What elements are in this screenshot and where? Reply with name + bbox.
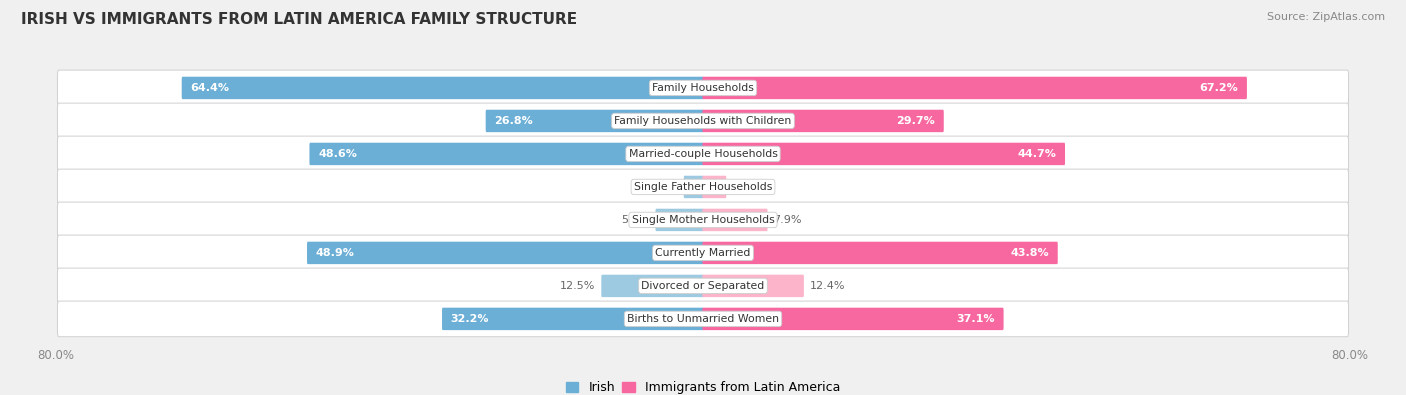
Text: Single Mother Households: Single Mother Households (631, 215, 775, 225)
Text: Family Households: Family Households (652, 83, 754, 93)
Text: 67.2%: 67.2% (1199, 83, 1239, 93)
FancyBboxPatch shape (58, 268, 1348, 304)
Text: Currently Married: Currently Married (655, 248, 751, 258)
Text: 2.8%: 2.8% (733, 182, 761, 192)
FancyBboxPatch shape (307, 242, 703, 264)
Text: 7.9%: 7.9% (773, 215, 801, 225)
Text: Births to Unmarried Women: Births to Unmarried Women (627, 314, 779, 324)
FancyBboxPatch shape (703, 110, 943, 132)
Text: 12.4%: 12.4% (810, 281, 845, 291)
Text: Source: ZipAtlas.com: Source: ZipAtlas.com (1267, 12, 1385, 22)
Text: 12.5%: 12.5% (560, 281, 596, 291)
Text: 29.7%: 29.7% (896, 116, 935, 126)
Text: Family Households with Children: Family Households with Children (614, 116, 792, 126)
FancyBboxPatch shape (58, 301, 1348, 337)
FancyBboxPatch shape (703, 209, 768, 231)
FancyBboxPatch shape (441, 308, 703, 330)
FancyBboxPatch shape (309, 143, 703, 165)
Text: 64.4%: 64.4% (190, 83, 229, 93)
Text: 2.3%: 2.3% (650, 182, 678, 192)
Text: 43.8%: 43.8% (1011, 248, 1049, 258)
Text: 5.8%: 5.8% (621, 215, 650, 225)
FancyBboxPatch shape (703, 275, 804, 297)
Text: 32.2%: 32.2% (451, 314, 489, 324)
FancyBboxPatch shape (485, 110, 703, 132)
Text: Single Father Households: Single Father Households (634, 182, 772, 192)
FancyBboxPatch shape (58, 235, 1348, 271)
FancyBboxPatch shape (58, 103, 1348, 139)
Legend: Irish, Immigrants from Latin America: Irish, Immigrants from Latin America (561, 376, 845, 395)
FancyBboxPatch shape (58, 169, 1348, 205)
FancyBboxPatch shape (58, 70, 1348, 106)
Text: 26.8%: 26.8% (495, 116, 533, 126)
FancyBboxPatch shape (181, 77, 703, 99)
Text: 37.1%: 37.1% (956, 314, 995, 324)
FancyBboxPatch shape (703, 176, 727, 198)
FancyBboxPatch shape (58, 136, 1348, 172)
Text: IRISH VS IMMIGRANTS FROM LATIN AMERICA FAMILY STRUCTURE: IRISH VS IMMIGRANTS FROM LATIN AMERICA F… (21, 12, 578, 27)
Text: Divorced or Separated: Divorced or Separated (641, 281, 765, 291)
FancyBboxPatch shape (703, 242, 1057, 264)
FancyBboxPatch shape (655, 209, 703, 231)
FancyBboxPatch shape (703, 143, 1064, 165)
Text: 48.6%: 48.6% (318, 149, 357, 159)
FancyBboxPatch shape (602, 275, 703, 297)
FancyBboxPatch shape (58, 202, 1348, 238)
Text: Married-couple Households: Married-couple Households (628, 149, 778, 159)
FancyBboxPatch shape (703, 77, 1247, 99)
Text: 48.9%: 48.9% (316, 248, 354, 258)
FancyBboxPatch shape (683, 176, 703, 198)
Text: 44.7%: 44.7% (1018, 149, 1056, 159)
FancyBboxPatch shape (703, 308, 1004, 330)
